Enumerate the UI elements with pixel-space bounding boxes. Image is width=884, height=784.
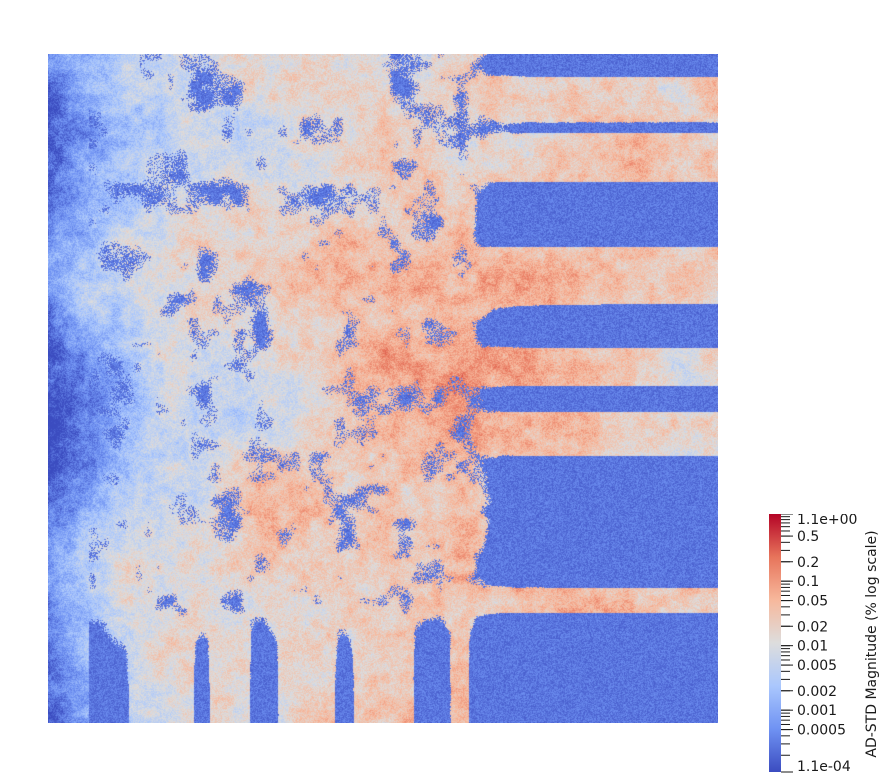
- colorbar-tick-label: 0.01: [797, 639, 828, 655]
- colorbar-labels: 1.1e+000.5 0.2 0.1 0.05 0.02 0.01 0.005 0.002 0.…: [797, 514, 857, 774]
- colorbar-tick-label: 0.0005: [797, 723, 846, 739]
- colorbar-gradient: [769, 514, 781, 772]
- colorbar-legend: 1.1e+00 0.5 0.2 0.1 0.05 0.02 0.01 0.005 0.002 0.…: [768, 514, 884, 774]
- colorbar-tick-label: 0.001: [797, 703, 837, 719]
- colorbar-tick-label: 0.005: [797, 658, 837, 674]
- field-render-viewport[interactable]: [48, 54, 718, 723]
- colorbar-ticks: [781, 514, 793, 773]
- colorbar-tick-label: 1.1e-04: [797, 759, 851, 774]
- colorbar-tick-label: 0.02: [797, 619, 828, 635]
- colorbar-tick-label: 0.5: [797, 529, 819, 545]
- colorbar-tick-label: 0.05: [797, 594, 828, 610]
- colorbar-svg: 1.1e+000.5 0.2 0.1 0.05 0.02 0.01 0.005 0.002 0.…: [769, 514, 857, 774]
- colorbar-tick-label: 0.2: [797, 555, 819, 571]
- colorbar-title: AD-STD Magnitude (% log scale): [864, 530, 880, 758]
- colorbar-tick-label: 0.1: [797, 574, 819, 590]
- colorbar-tick-label: 0.002: [797, 684, 837, 700]
- colorbar-tick-label: 1.1e+00: [797, 514, 857, 528]
